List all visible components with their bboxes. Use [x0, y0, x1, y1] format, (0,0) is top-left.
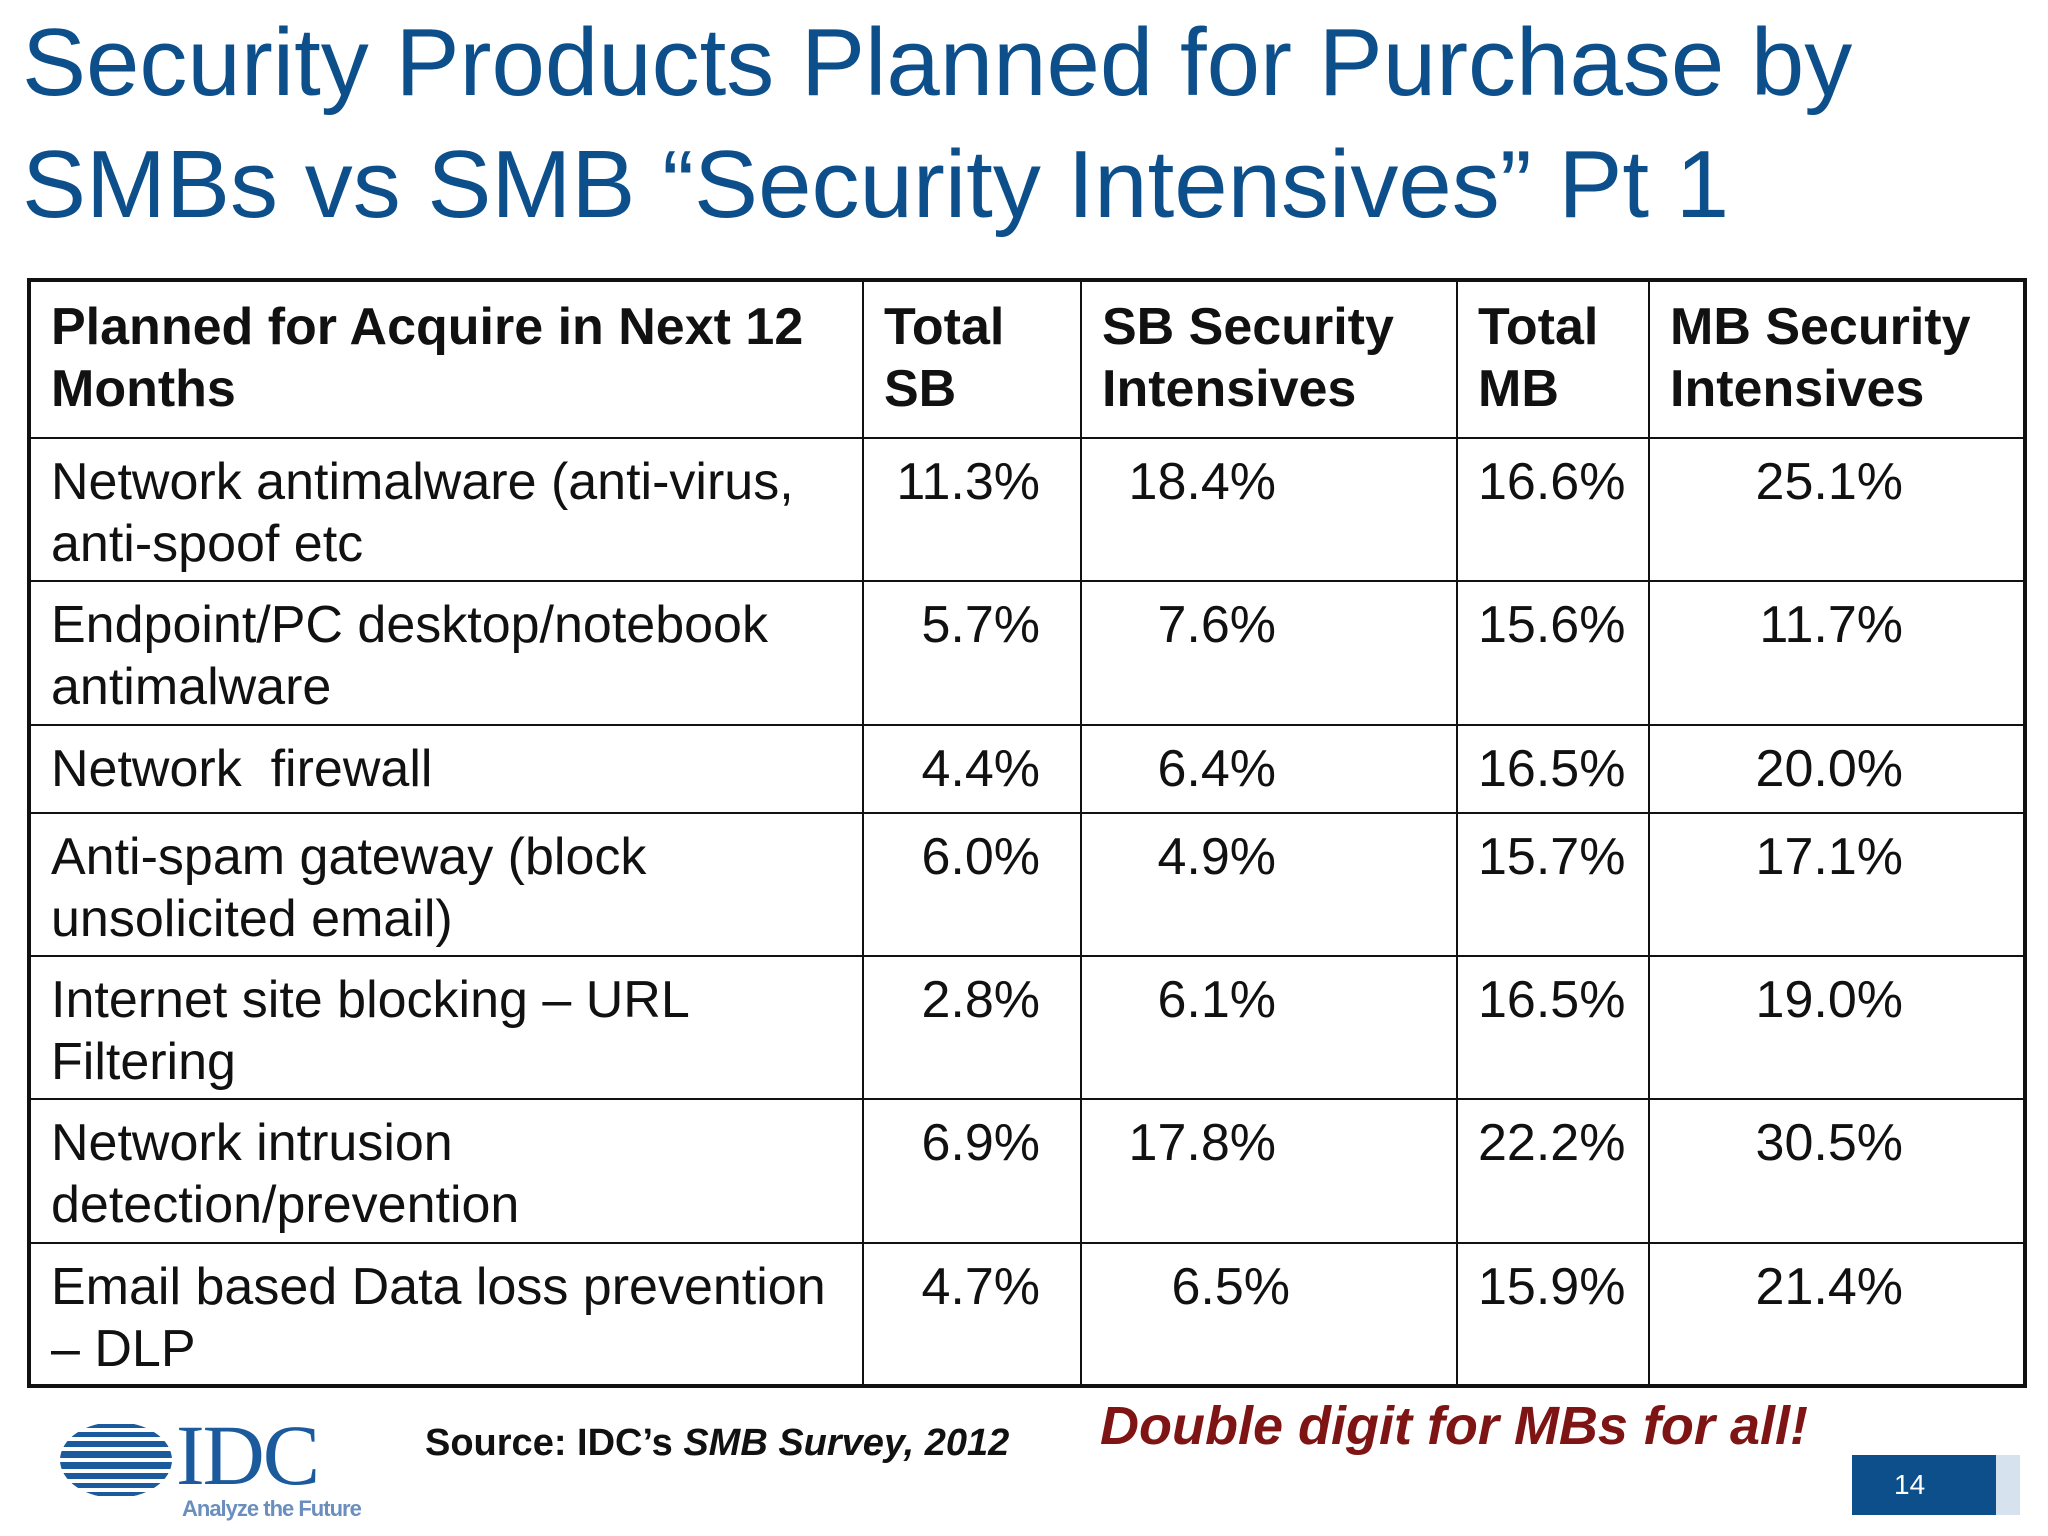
cell-mb-intensives: 21.4%	[1648, 1241, 2026, 1388]
cell-mb-intensives: 20.0%	[1648, 723, 2026, 814]
cell-sb-intensives: 4.9%	[1080, 811, 1458, 958]
table-row: Email based Data loss prevention – DLP 4…	[28, 1241, 2026, 1388]
cell-sb-intensives: 17.8%	[1080, 1098, 1458, 1244]
table-row: Network firewall 4.4% 6.4% 16.5% 20.0%	[28, 723, 2026, 814]
cell-mb-intensives: 11.7%	[1648, 580, 2026, 726]
cell-product: Anti-spam gateway (block unsolicited ema…	[28, 811, 864, 958]
header-sb-intensives: SB Security Intensives	[1080, 279, 1458, 439]
cell-total-mb: 15.6%	[1456, 580, 1650, 726]
cell-sb-intensives: 6.1%	[1080, 955, 1458, 1101]
cell-total-sb: 2.8%	[862, 955, 1082, 1101]
cell-total-sb: 6.9%	[862, 1098, 1082, 1244]
page-number-box: 14	[1852, 1455, 2020, 1515]
cell-product: Internet site blocking – URL Filtering	[28, 955, 864, 1101]
table-header-row: Planned for Acquire in Next 12 Months To…	[28, 279, 2026, 439]
cell-product: Network intrusion detection/prevention	[28, 1098, 864, 1244]
slide-title: Security Products Planned for Purchase b…	[22, 2, 2022, 246]
cell-total-mb: 16.5%	[1456, 723, 1650, 814]
cell-product: Network antimalware (anti-virus, anti-sp…	[28, 436, 864, 583]
table-row: Internet site blocking – URL Filtering 2…	[28, 955, 2026, 1101]
purchase-plan-table: Planned for Acquire in Next 12 Months To…	[27, 278, 2027, 1388]
source-title: SMB Survey, 2012	[683, 1422, 1010, 1464]
slide-title-line-1: Security Products Planned for Purchase b…	[22, 9, 1853, 116]
highlight-callout: Double digit for MBs for all!	[1100, 1396, 1808, 1456]
header-total-sb: Total SB	[862, 279, 1082, 439]
table-row: Endpoint/PC desktop/notebook antimalware…	[28, 580, 2026, 726]
globe-icon	[60, 1424, 172, 1496]
cell-mb-intensives: 19.0%	[1648, 955, 2026, 1101]
cell-total-mb: 16.5%	[1456, 955, 1650, 1101]
table-row: Network intrusion detection/prevention 6…	[28, 1098, 2026, 1244]
source-prefix: Source: IDC’s	[425, 1422, 684, 1464]
cell-total-mb: 16.6%	[1456, 436, 1650, 583]
cell-total-sb: 4.4%	[862, 723, 1082, 814]
source-note: Source: IDC’s SMB Survey, 2012	[425, 1422, 1009, 1465]
cell-mb-intensives: 25.1%	[1648, 436, 2026, 583]
cell-total-mb: 15.7%	[1456, 811, 1650, 958]
cell-product: Email based Data loss prevention – DLP	[28, 1241, 864, 1388]
cell-total-mb: 15.9%	[1456, 1241, 1650, 1388]
page-number: 14	[1894, 1469, 1926, 1500]
cell-sb-intensives: 7.6%	[1080, 580, 1458, 726]
header-mb-intensives: MB Security Intensives	[1648, 279, 2026, 439]
cell-total-sb: 11.3%	[862, 436, 1082, 583]
table-row: Network antimalware (anti-virus, anti-sp…	[28, 436, 2026, 583]
logo-text: IDC	[176, 1407, 320, 1503]
cell-mb-intensives: 17.1%	[1648, 811, 2026, 958]
page-box-edge	[1996, 1455, 2020, 1515]
cell-sb-intensives: 18.4%	[1080, 436, 1458, 583]
cell-total-sb: 4.7%	[862, 1241, 1082, 1388]
cell-total-sb: 5.7%	[862, 580, 1082, 726]
cell-product: Network firewall	[28, 723, 864, 814]
logo-tagline: Analyze the Future	[182, 1496, 362, 1521]
header-product: Planned for Acquire in Next 12 Months	[28, 279, 864, 439]
cell-total-sb: 6.0%	[862, 811, 1082, 958]
idc-logo: IDC Analyze the Future	[58, 1407, 378, 1521]
cell-product: Endpoint/PC desktop/notebook antimalware	[28, 580, 864, 726]
cell-sb-intensives: 6.5%	[1080, 1241, 1458, 1388]
header-total-mb: Total MB	[1456, 279, 1650, 439]
slide-title-line-2: SMBs vs SMB “Security Intensives” Pt 1	[22, 131, 1730, 238]
table-row: Anti-spam gateway (block unsolicited ema…	[28, 811, 2026, 958]
cell-mb-intensives: 30.5%	[1648, 1098, 2026, 1244]
cell-total-mb: 22.2%	[1456, 1098, 1650, 1244]
cell-sb-intensives: 6.4%	[1080, 723, 1458, 814]
